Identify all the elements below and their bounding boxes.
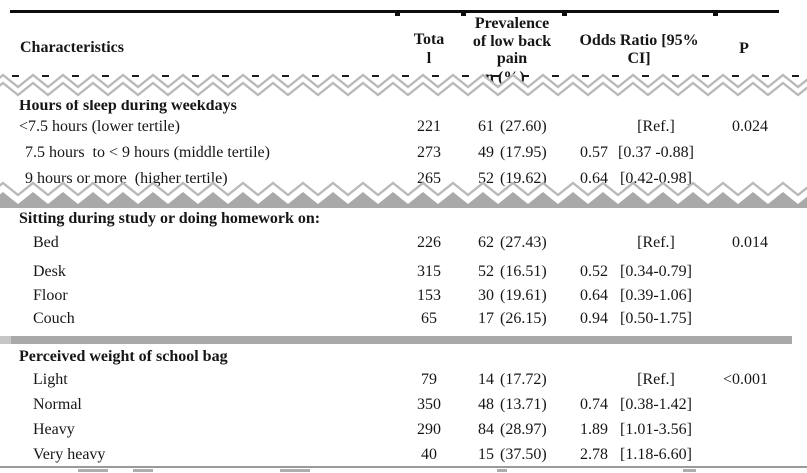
cell-total: 65 [421,310,437,327]
cell-n: 61 [478,118,494,135]
cell-percent: (19.61) [500,287,547,304]
cell-percent: (37.50) [500,446,547,463]
cut-text-remnant [78,469,108,472]
cell-percent: (27.43) [500,234,547,251]
cell-odds-ratio: 0.57 [580,144,608,161]
table-row: Couch 65 17 (26.15) 0.94 [0.50-1.75] [0,310,807,328]
table-top-rule [10,10,779,13]
column-tick [562,13,567,16]
cut-text-remnant [133,469,153,472]
cell-ci: [Ref.] [637,371,675,388]
cell-ci: [Ref.] [637,118,675,135]
table-row: Heavy 290 84 (28.97) 1.89 [1.01-3.56] [0,421,807,439]
cell-percent: (27.60) [500,118,547,135]
row-label: Couch [33,310,75,327]
section-title-sitting: Sitting during study or doing homework o… [19,210,321,227]
cell-percent: (13.71) [500,396,547,413]
cell-odds-ratio: 0.74 [580,396,608,413]
cut-text-remnant [497,469,507,472]
row-label: <7.5 hours (lower tertile) [19,118,180,135]
table-row: Very heavy 40 15 (37.50) 2.78 [1.18-6.60… [0,446,807,464]
cell-n: 62 [478,234,494,251]
cell-odds-ratio: 0.94 [580,310,608,327]
cell-ci: [0.37 -0.88] [618,144,694,161]
section-title-sleep: Hours of sleep during weekdays [19,97,237,114]
table-row: <7.5 hours (lower tertile) 221 61 (27.60… [0,118,807,136]
cell-total: 221 [417,118,441,135]
cell-percent: (26.15) [500,310,547,327]
column-tick [713,13,718,16]
cell-ci: [Ref.] [637,234,675,251]
row-label: Bed [33,234,59,251]
cell-n: 30 [478,287,494,304]
cell-n: 49 [478,144,494,161]
cell-total: 40 [421,446,437,463]
column-tick [395,13,400,16]
cell-percent: (17.95) [500,144,547,161]
cell-odds-ratio: 0.64 [580,287,608,304]
cell-total: 273 [417,144,441,161]
row-label: Floor [33,287,68,304]
header-n: n [485,69,494,86]
torn-edge-mid [0,181,807,215]
cell-n: 15 [478,446,494,463]
cell-odds-ratio: 2.78 [580,446,608,463]
row-label: Normal [33,396,82,413]
cut-text-remnant [280,469,310,472]
table-row: Normal 350 48 (13.71) 0.74 [0.38-1.42] [0,396,807,414]
cell-p-value: 0.024 [732,118,768,135]
cell-total: 153 [417,287,441,304]
cell-n: 84 [478,421,494,438]
cell-total: 79 [421,371,437,388]
table-row: Floor 153 30 (19.61) 0.64 [0.39-1.06] [0,287,807,305]
row-label: Very heavy [33,446,106,463]
cell-percent: (28.97) [500,421,547,438]
table-row: Bed 226 62 (27.43) [Ref.] 0.014 [0,234,807,252]
cell-p-value: 0.014 [732,234,768,251]
cell-ci: [0.38-1.42] [620,396,692,413]
cut-text-remnants-top [2,75,802,77]
row-label: Heavy [33,421,75,438]
cell-total: 350 [417,396,441,413]
torn-edge-header [0,73,807,103]
cell-ci: [0.50-1.75] [620,310,692,327]
section-divider-band-cap [0,336,11,344]
cell-n: 14 [478,371,494,388]
cell-odds-ratio: 1.89 [580,421,608,438]
section-divider-band [0,336,792,344]
row-label: 9 hours or more (higher tertile) [25,170,228,187]
cut-text-remnant [683,469,696,472]
cell-total: 290 [417,421,441,438]
table-row: 7.5 hours to < 9 hours (middle tertile) … [0,144,807,162]
table-row: Light 79 14 (17.72) [Ref.] <0.001 [0,371,807,389]
cell-ci: [1.18-6.60] [620,446,692,463]
cell-odds-ratio: 0.64 [580,170,608,187]
cell-n: 52 [478,263,494,280]
table-row: Desk 315 52 (16.51) 0.52 [0.34-0.79] [0,263,807,281]
section-title-schoolbag: Perceived weight of school bag [19,348,228,365]
row-label: Desk [33,263,66,280]
row-label: 7.5 hours to < 9 hours (middle tertile) [25,144,270,161]
cell-n: 17 [478,310,494,327]
cell-ci: [0.39-1.06] [620,287,692,304]
header-odds-ratio: Odds Ratio [95% CI] [579,32,699,67]
cell-ci: [0.42-0.98] [620,170,692,187]
cell-odds-ratio: 0.52 [580,263,608,280]
cell-total: 226 [417,234,441,251]
header-p-value: P [739,40,749,57]
header-prevalence: Prevalence of low back pain [472,15,552,67]
cell-p-value: <0.001 [722,371,768,388]
header-total: Tota l [413,31,445,67]
header-characteristics: Characteristics [20,39,124,56]
row-label: Light [33,371,68,388]
cell-ci: [1.01-3.56] [620,421,692,438]
bottom-cut-line [0,466,807,468]
cell-ci: [0.34-0.79] [620,263,692,280]
cell-total: 315 [417,263,441,280]
cell-percent: (17.72) [500,371,547,388]
column-tick [461,13,466,16]
cell-percent: (16.51) [500,263,547,280]
cell-n: 48 [478,396,494,413]
